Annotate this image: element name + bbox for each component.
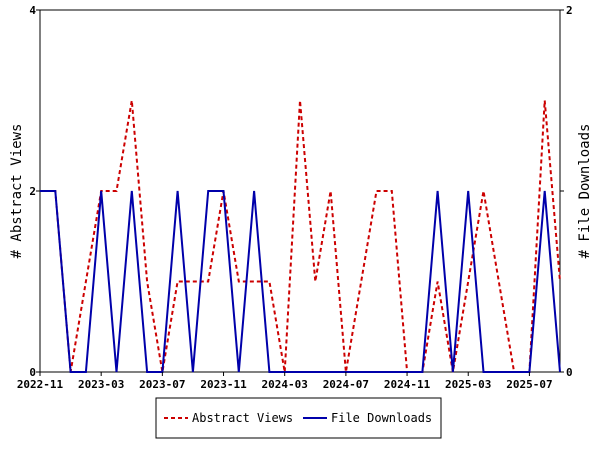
legend-label-file-downloads: File Downloads xyxy=(331,411,432,425)
y-axis-title-right: # File Downloads xyxy=(577,124,593,259)
x-tick-label: 2023-11 xyxy=(200,378,247,391)
x-tick-label: 2022-11 xyxy=(17,378,64,391)
plot-area-border xyxy=(39,9,561,373)
y-tick-label-left: 4 xyxy=(29,4,36,17)
y-axis-title-left: # Abstract Views xyxy=(9,124,25,259)
series-line-abstract-views xyxy=(40,100,561,373)
x-tick-label: 2024-07 xyxy=(323,378,369,391)
x-tick-label: 2023-03 xyxy=(78,378,124,391)
plot-frame xyxy=(39,9,561,373)
y-tick-label-left: 0 xyxy=(29,366,36,379)
legend-label-abstract-views: Abstract Views xyxy=(192,411,293,425)
x-tick-label: 2023-07 xyxy=(139,378,185,391)
legend-box xyxy=(155,397,442,439)
series-line-file-downloads xyxy=(40,190,561,373)
legend: Abstract Views File Downloads xyxy=(155,397,442,439)
y-tick-label-right: 0 xyxy=(566,366,573,379)
axis-layer: 2022-11 2023-03 2023-07 2023-11 2024-03 2024-… xyxy=(17,4,573,391)
x-tick-label: 2025-07 xyxy=(506,378,552,391)
series-layer xyxy=(40,100,561,373)
x-tick-label: 2024-03 xyxy=(262,378,308,391)
x-tick-label: 2025-03 xyxy=(445,378,491,391)
x-tick-label: 2024-11 xyxy=(384,378,431,391)
y-tick-label-right: 2 xyxy=(566,4,573,17)
y-tick-label-left: 2 xyxy=(29,185,36,198)
